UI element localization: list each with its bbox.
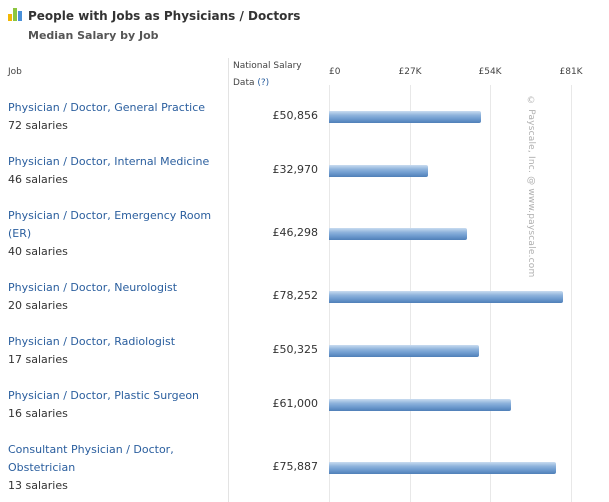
median-salary-value: £75,887 bbox=[272, 460, 319, 473]
chart-subtitle: Median Salary by Job bbox=[28, 29, 159, 42]
job-title-link[interactable]: Physician / Doctor, Radiologist bbox=[8, 333, 175, 351]
median-salary-value: £78,252 bbox=[272, 289, 319, 302]
job-title-line: (ER) bbox=[8, 227, 32, 240]
salary-header-line2: Data bbox=[233, 78, 255, 88]
help-link[interactable]: (?) bbox=[257, 78, 270, 88]
salary-count: 16 salaries bbox=[8, 407, 68, 420]
job-column-header: Job bbox=[8, 67, 22, 77]
chart-title: People with Jobs as Physicians / Doctors bbox=[28, 9, 301, 23]
salary-bar bbox=[329, 345, 480, 357]
x-tick-label: £27K bbox=[398, 67, 422, 77]
job-title-line: Physician / Doctor, General Practice bbox=[8, 101, 206, 114]
job-title-link[interactable]: Physician / Doctor, Emergency Room (ER) bbox=[8, 207, 211, 243]
salary-bar bbox=[329, 399, 512, 411]
x-tick-label: £54K bbox=[478, 67, 502, 77]
salary-bar bbox=[329, 462, 556, 474]
column-divider bbox=[228, 58, 229, 502]
job-title-line: Physician / Doctor, Radiologist bbox=[8, 335, 176, 348]
x-tick-label: £0 bbox=[329, 67, 341, 77]
salary-header-line1: National Salary bbox=[233, 61, 302, 71]
job-title-line: Obstetrician bbox=[8, 461, 76, 474]
salary-count: 40 salaries bbox=[8, 245, 68, 258]
salary-column-header: National Salary Data (?) bbox=[233, 58, 302, 92]
bar-chart-icon bbox=[8, 8, 22, 21]
salary-count: 13 salaries bbox=[8, 479, 68, 492]
salary-bar bbox=[329, 111, 481, 123]
salary-count: 46 salaries bbox=[8, 173, 68, 186]
job-title-link[interactable]: Physician / Doctor, Neurologist bbox=[8, 279, 177, 297]
job-title-line: Physician / Doctor, Neurologist bbox=[8, 281, 178, 294]
median-salary-value: £32,970 bbox=[272, 163, 319, 176]
median-salary-value: £61,000 bbox=[272, 397, 319, 410]
job-title-line: Physician / Doctor, Emergency Room bbox=[8, 209, 212, 222]
x-tick-label: £81K bbox=[559, 67, 583, 77]
job-title-link[interactable]: Physician / Doctor, Internal Medicine bbox=[8, 153, 209, 171]
median-salary-value: £50,856 bbox=[272, 109, 319, 122]
job-title-line: Physician / Doctor, Internal Medicine bbox=[8, 155, 210, 168]
gridline bbox=[571, 85, 572, 502]
salary-count: 20 salaries bbox=[8, 299, 68, 312]
salary-bar bbox=[329, 228, 468, 240]
median-salary-value: £50,325 bbox=[272, 343, 319, 356]
job-title-link[interactable]: Consultant Physician / Doctor, Obstetrici… bbox=[8, 441, 174, 477]
salary-bar bbox=[329, 165, 428, 177]
job-title-link[interactable]: Physician / Doctor, General Practice bbox=[8, 99, 205, 117]
salary-bar bbox=[329, 291, 563, 303]
watermark: © Payscale, Inc. @ www.payscale.com bbox=[526, 96, 536, 278]
job-title-link[interactable]: Physician / Doctor, Plastic Surgeon bbox=[8, 387, 199, 405]
median-salary-value: £46,298 bbox=[272, 226, 319, 239]
job-title-line: Physician / Doctor, Plastic Surgeon bbox=[8, 389, 200, 402]
salary-count: 17 salaries bbox=[8, 353, 68, 366]
job-title-line: Consultant Physician / Doctor, bbox=[8, 443, 174, 456]
salary-count: 72 salaries bbox=[8, 119, 68, 132]
